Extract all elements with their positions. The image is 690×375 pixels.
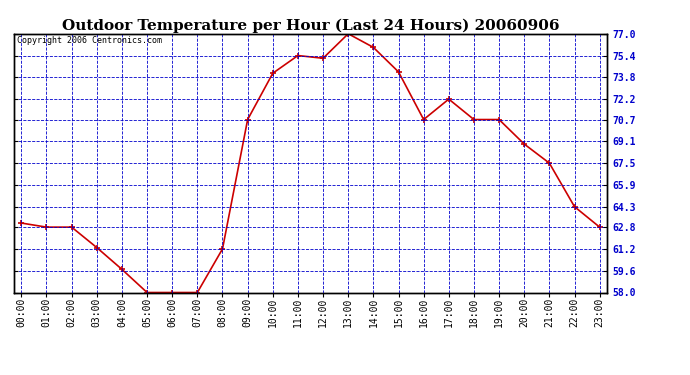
Title: Outdoor Temperature per Hour (Last 24 Hours) 20060906: Outdoor Temperature per Hour (Last 24 Ho…: [61, 18, 560, 33]
Text: Copyright 2006 Centronics.com: Copyright 2006 Centronics.com: [17, 36, 161, 45]
